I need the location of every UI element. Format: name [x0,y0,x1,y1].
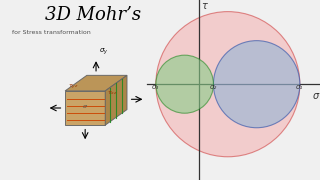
Text: 3D Mohr’s circle: 3D Mohr’s circle [45,6,198,24]
Text: σ₃: σ₃ [152,84,159,90]
Text: τ: τ [201,1,207,12]
Polygon shape [105,75,127,125]
Text: σ₁: σ₁ [296,84,303,90]
Text: σ: σ [312,91,319,102]
Polygon shape [65,91,105,125]
Text: for Stress transformation: for Stress transformation [12,30,91,35]
Circle shape [156,12,300,157]
Polygon shape [65,75,127,91]
Text: σ₂: σ₂ [210,84,217,90]
Text: $\tau_{xz}$: $\tau_{xz}$ [107,89,118,97]
Text: $\sigma_y$: $\sigma_y$ [99,47,108,57]
Circle shape [213,41,300,128]
Text: $\tau_{yz}$: $\tau_{yz}$ [68,83,78,92]
Text: $\sigma_z$: $\sigma_z$ [148,96,157,106]
Text: $\sigma$: $\sigma$ [82,103,88,110]
Circle shape [156,55,213,113]
